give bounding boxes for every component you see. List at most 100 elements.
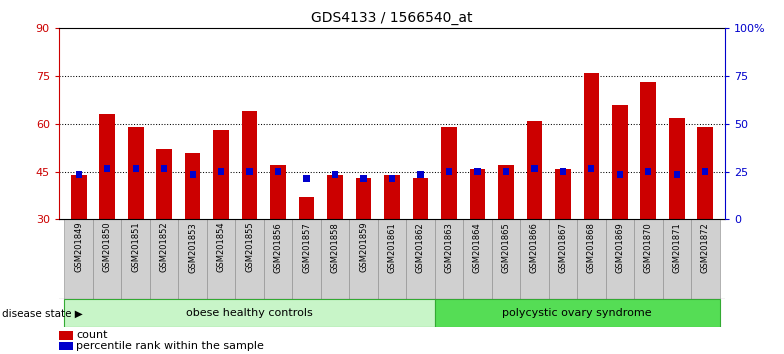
Bar xyxy=(100,114,115,219)
Text: GSM201854: GSM201854 xyxy=(216,222,226,273)
Bar xyxy=(241,111,257,219)
Bar xyxy=(332,171,338,178)
Text: GSM201853: GSM201853 xyxy=(188,222,197,273)
Bar xyxy=(218,168,224,175)
Bar xyxy=(434,299,720,327)
Bar xyxy=(275,168,281,175)
Bar xyxy=(128,127,143,219)
Text: GDS4133 / 1566540_at: GDS4133 / 1566540_at xyxy=(311,11,473,25)
Text: GSM201859: GSM201859 xyxy=(359,222,368,273)
Bar xyxy=(417,171,423,178)
Bar xyxy=(299,197,314,219)
Bar xyxy=(560,168,566,175)
Text: GSM201862: GSM201862 xyxy=(416,222,425,273)
Bar xyxy=(64,219,93,299)
Bar xyxy=(492,219,520,299)
Text: polycystic ovary syndrome: polycystic ovary syndrome xyxy=(503,308,652,318)
Text: disease state ▶: disease state ▶ xyxy=(2,308,82,318)
Bar xyxy=(246,168,252,175)
Bar xyxy=(498,165,514,219)
Bar xyxy=(270,165,286,219)
Bar xyxy=(161,165,167,172)
Text: count: count xyxy=(76,330,107,341)
Bar xyxy=(356,178,372,219)
Bar xyxy=(93,219,122,299)
Bar xyxy=(104,165,111,172)
Bar xyxy=(673,171,680,178)
Text: GSM201868: GSM201868 xyxy=(587,222,596,273)
Bar xyxy=(470,169,485,219)
Bar xyxy=(207,219,235,299)
Bar xyxy=(446,168,452,175)
Bar xyxy=(691,219,720,299)
Bar xyxy=(698,127,713,219)
Bar xyxy=(264,219,292,299)
Bar xyxy=(327,175,343,219)
Text: GSM201865: GSM201865 xyxy=(502,222,510,273)
Bar xyxy=(389,175,395,182)
Text: GSM201863: GSM201863 xyxy=(445,222,453,273)
Bar xyxy=(132,165,139,172)
Text: GSM201857: GSM201857 xyxy=(302,222,311,273)
Bar xyxy=(71,175,86,219)
Text: GSM201851: GSM201851 xyxy=(131,222,140,273)
Bar xyxy=(634,219,662,299)
Bar xyxy=(612,105,628,219)
Bar xyxy=(75,171,82,178)
Bar xyxy=(441,127,457,219)
Bar xyxy=(669,118,684,219)
Text: GSM201870: GSM201870 xyxy=(644,222,653,273)
Bar xyxy=(555,169,571,219)
Bar xyxy=(213,130,229,219)
Bar xyxy=(64,299,434,327)
Bar xyxy=(292,219,321,299)
Bar xyxy=(605,219,634,299)
Bar xyxy=(321,219,350,299)
Bar xyxy=(378,219,406,299)
Bar xyxy=(474,168,481,175)
Text: GSM201850: GSM201850 xyxy=(103,222,111,273)
Bar xyxy=(702,168,709,175)
Text: GSM201855: GSM201855 xyxy=(245,222,254,273)
Bar xyxy=(179,219,207,299)
Bar xyxy=(662,219,691,299)
Bar xyxy=(617,171,623,178)
Bar xyxy=(156,149,172,219)
Bar xyxy=(645,168,652,175)
Bar xyxy=(150,219,179,299)
Bar xyxy=(583,73,599,219)
Bar xyxy=(549,219,577,299)
Text: GSM201864: GSM201864 xyxy=(473,222,482,273)
Text: GSM201858: GSM201858 xyxy=(331,222,339,273)
Bar xyxy=(463,219,492,299)
Bar xyxy=(532,165,538,172)
Bar xyxy=(520,219,549,299)
Text: GSM201867: GSM201867 xyxy=(558,222,568,273)
Bar xyxy=(303,175,310,182)
Text: GSM201861: GSM201861 xyxy=(387,222,397,273)
Text: GSM201871: GSM201871 xyxy=(673,222,681,273)
Text: percentile rank within the sample: percentile rank within the sample xyxy=(76,341,264,351)
Text: GSM201849: GSM201849 xyxy=(74,222,83,273)
Bar xyxy=(503,168,509,175)
Bar xyxy=(412,178,428,219)
Text: GSM201866: GSM201866 xyxy=(530,222,539,273)
Bar xyxy=(350,219,378,299)
Text: GSM201856: GSM201856 xyxy=(274,222,282,273)
Bar xyxy=(361,175,367,182)
Bar xyxy=(641,82,656,219)
Bar xyxy=(384,175,400,219)
Bar xyxy=(406,219,434,299)
Bar xyxy=(235,219,264,299)
Text: GSM201872: GSM201872 xyxy=(701,222,710,273)
Bar xyxy=(527,121,543,219)
Text: GSM201869: GSM201869 xyxy=(615,222,624,273)
Bar xyxy=(185,153,201,219)
Bar xyxy=(122,219,150,299)
Text: obese healthy controls: obese healthy controls xyxy=(187,308,313,318)
Bar xyxy=(434,219,463,299)
Bar xyxy=(577,219,605,299)
Bar xyxy=(190,171,196,178)
Text: GSM201852: GSM201852 xyxy=(160,222,169,273)
Bar xyxy=(588,165,594,172)
